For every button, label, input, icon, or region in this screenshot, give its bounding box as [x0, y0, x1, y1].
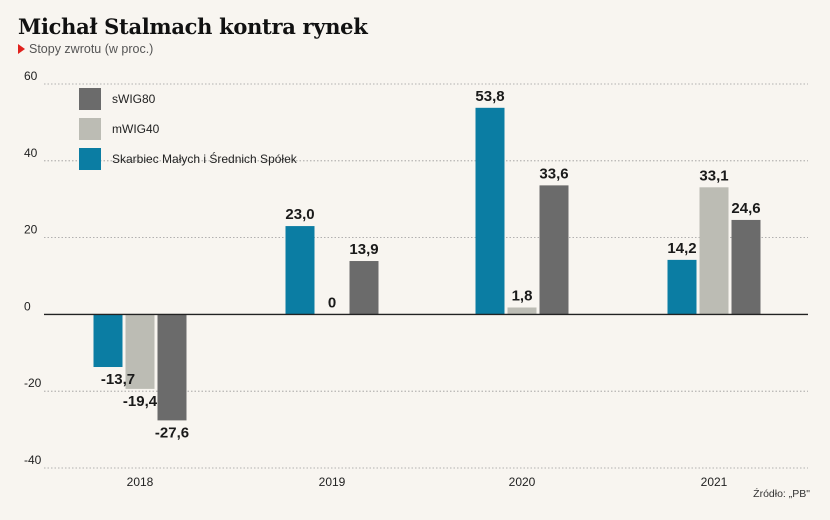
bar-swig80-2020	[539, 185, 569, 315]
chart-subtitle: Stopy zwrotu (w proc.)	[18, 42, 153, 56]
legend-swatch	[79, 88, 101, 110]
x-tick-label: 2018	[127, 475, 154, 489]
x-tick-label: 2020	[509, 475, 536, 489]
legend-label: mWIG40	[112, 122, 160, 136]
bar-skarbiec-2019	[285, 226, 315, 315]
legend-swatch	[79, 148, 101, 170]
bar-swig80-2021	[731, 219, 761, 315]
data-label: 33,1	[699, 167, 728, 184]
legend-label: sWIG80	[112, 92, 156, 106]
y-tick-label: 40	[24, 146, 38, 160]
x-tick-label: 2021	[701, 475, 728, 489]
data-label: 24,6	[731, 200, 760, 217]
data-label: -27,6	[155, 424, 189, 441]
bar-mwig40-2018	[125, 314, 155, 389]
y-tick-label: 60	[24, 69, 38, 83]
legend-label: Skarbiec Małych i Średnich Spółek	[112, 151, 298, 166]
data-label: -13,7	[101, 371, 135, 388]
bar-skarbiec-2018	[93, 314, 123, 368]
y-tick-label: 0	[24, 299, 31, 313]
bar-mwig40-2020	[507, 307, 537, 315]
bar-swig80-2018	[157, 314, 187, 421]
y-tick-label: -40	[24, 453, 42, 467]
data-label: 0	[328, 294, 336, 311]
bar-skarbiec-2021	[667, 259, 697, 315]
bar-mwig40-2021	[699, 187, 729, 315]
y-tick-label: 20	[24, 223, 38, 237]
data-label: 1,8	[512, 287, 533, 304]
legend-swatch	[79, 118, 101, 140]
bar-swig80-2019	[349, 261, 379, 315]
data-label: 14,2	[667, 240, 696, 257]
source-note: Źródło: „PB"	[753, 488, 810, 500]
data-label: 33,6	[539, 165, 568, 182]
chart-title: Michał Stalmach kontra rynek	[18, 14, 368, 39]
data-label: -19,4	[123, 393, 158, 410]
red-triangle-icon	[18, 44, 25, 54]
x-tick-label: 2019	[319, 475, 346, 489]
data-label: 53,8	[475, 88, 504, 105]
data-label: 23,0	[285, 206, 314, 223]
subtitle-text: Stopy zwrotu (w proc.)	[29, 42, 154, 56]
y-tick-label: -20	[24, 376, 42, 390]
bar-skarbiec-2020	[475, 107, 505, 315]
data-label: 13,9	[349, 241, 378, 258]
